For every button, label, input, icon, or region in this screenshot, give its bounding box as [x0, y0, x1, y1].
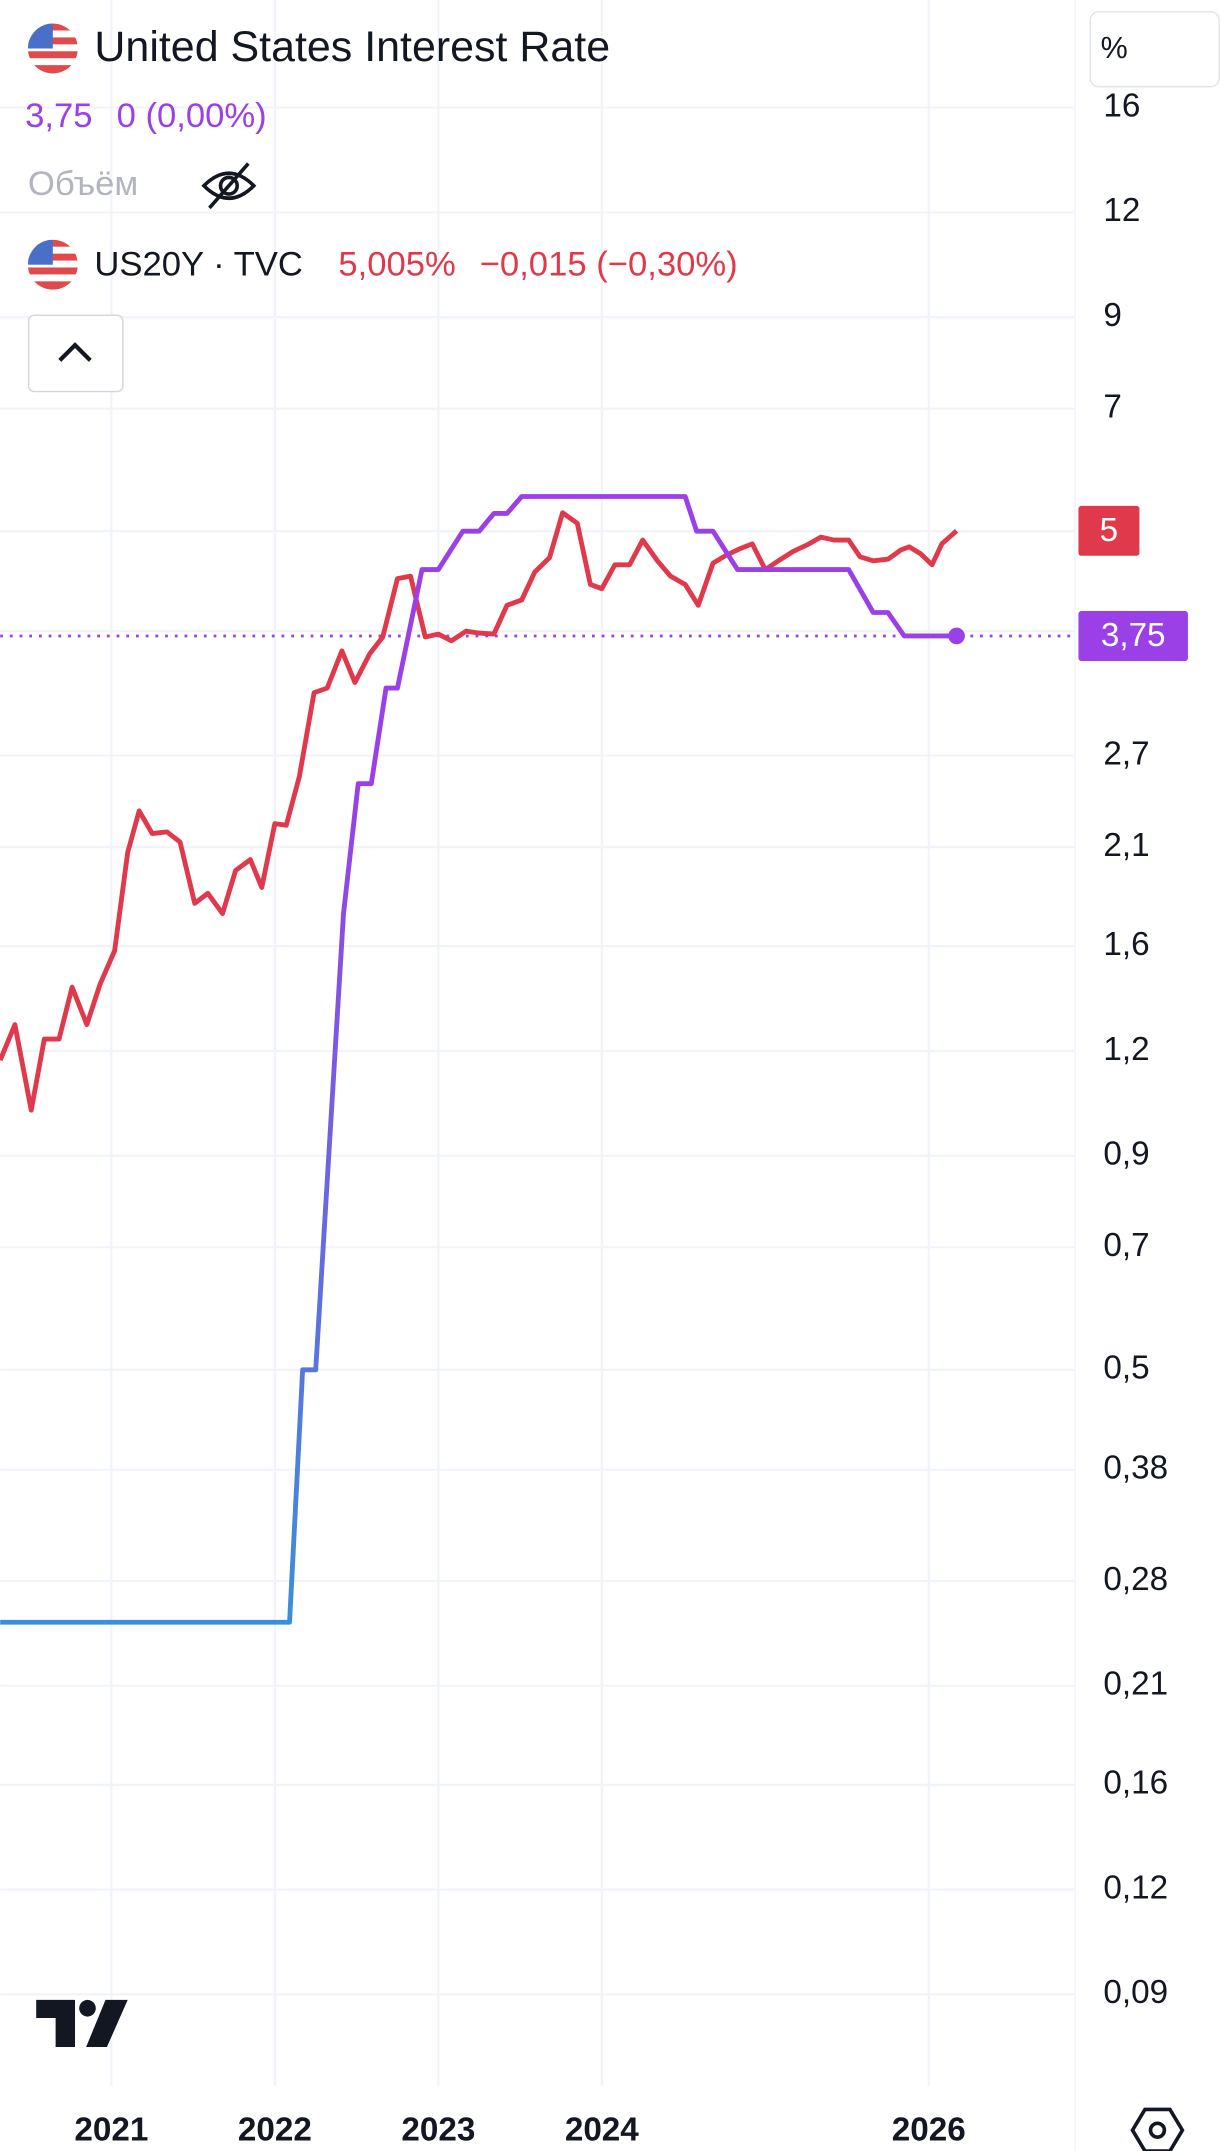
plot-area	[0, 494, 1075, 1625]
series-line	[0, 510, 959, 1113]
legend-price: 3,75	[25, 97, 92, 135]
x-tick-label: 2026	[892, 2111, 966, 2148]
y-tick-label: 0,16	[1103, 1765, 1168, 1802]
y-tick-label: 2,7	[1103, 735, 1149, 772]
y-tick-label: 0,9	[1103, 1136, 1149, 1173]
y-tick-label: 0,12	[1103, 1869, 1168, 1906]
series-line	[0, 494, 957, 1625]
last-point	[948, 627, 965, 645]
x-tick-label: 2022	[238, 2111, 312, 2148]
legend-title: United States Interest Rate	[94, 23, 610, 71]
volume-label: Объём	[28, 165, 138, 203]
compare-price: 5,005%	[338, 245, 455, 283]
compare-change: −0,015 (−0,30%)	[480, 245, 738, 283]
y-tick-label: 1,2	[1103, 1031, 1149, 1068]
y-tick-label: 0,28	[1103, 1561, 1168, 1598]
y-axis: 16129753,82,72,11,61,20,90,70,50,380,280…	[74, 87, 1188, 2148]
y-tick-label: 16	[1103, 87, 1140, 124]
x-tick-label: 2023	[401, 2111, 475, 2148]
y-tick-label: 7	[1103, 388, 1122, 425]
flag-icon	[28, 24, 78, 74]
y-tick-label: 12	[1103, 192, 1140, 229]
y-tick-label: 0,7	[1103, 1227, 1149, 1264]
unit-label: %	[1101, 31, 1128, 65]
y-tick-label: 0,5	[1103, 1350, 1149, 1387]
settings-button[interactable]	[1130, 2107, 1185, 2151]
y-tick-label: 0,21	[1103, 1666, 1168, 1703]
x-tick-label: 2024	[565, 2111, 639, 2148]
y-tick-label: 2,1	[1103, 827, 1149, 864]
price-label-box	[1078, 611, 1188, 661]
legend-change: 0 (0,00%)	[117, 97, 267, 135]
x-tick-label: 2021	[74, 2111, 148, 2148]
tv-logo[interactable]	[36, 1999, 128, 2048]
grid	[0, 0, 1076, 2151]
y-tick-label: 0,09	[1103, 1974, 1168, 2011]
y-tick-label: 1,6	[1103, 926, 1149, 963]
flag-icon	[28, 240, 78, 290]
hide-icon[interactable]	[201, 162, 257, 210]
price-label: 5	[1100, 512, 1119, 549]
compare-symbol: US20Y · TVC	[94, 245, 302, 283]
y-tick-label: 9	[1103, 297, 1122, 334]
collapse-button[interactable]	[27, 314, 124, 393]
unit-button[interactable]: %	[1089, 11, 1220, 88]
y-tick-label: 0,38	[1103, 1450, 1168, 1487]
price-label-box	[1078, 505, 1140, 556]
price-label: 3,75	[1101, 617, 1166, 654]
